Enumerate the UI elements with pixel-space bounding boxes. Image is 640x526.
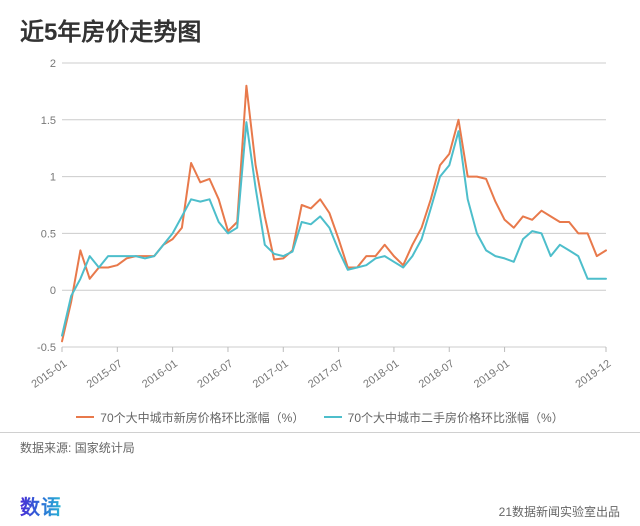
svg-text:2015-07: 2015-07 [85,358,125,391]
svg-text:2018-01: 2018-01 [361,358,401,391]
footer: 数语 21数据新闻实验室出品 [0,491,640,520]
legend-swatch-2 [324,416,342,418]
legend-label-2: 70个大中城市二手房价格环比涨幅（%） [348,409,564,426]
svg-text:2019-12: 2019-12 [573,358,613,391]
svg-text:2016-01: 2016-01 [140,358,180,391]
line-chart-svg: -0.5 0 0.5 1 1.5 2 2015-01 2015-07 2016-01 2016-0… [20,53,620,403]
legend-label-1: 70个大中城市新房价格环比涨幅（%） [100,409,304,426]
svg-text:2018-07: 2018-07 [417,358,457,391]
legend-swatch-1 [76,416,94,418]
legend-item-series2: 70个大中城市二手房价格环比涨幅（%） [324,409,564,426]
credit-text: 21数据新闻实验室出品 [499,503,620,520]
legend: 70个大中城市新房价格环比涨幅（%） 70个大中城市二手房价格环比涨幅（%） [0,403,640,432]
svg-text:1.5: 1.5 [41,115,56,127]
svg-text:-0.5: -0.5 [37,342,56,354]
svg-text:2019-01: 2019-01 [472,358,512,391]
svg-text:2017-01: 2017-01 [251,358,291,391]
chart-area: -0.5 0 0.5 1 1.5 2 2015-01 2015-07 2016-01 2016-0… [20,53,620,403]
svg-text:0.5: 0.5 [41,228,56,240]
svg-text:2: 2 [50,58,56,70]
svg-text:2016-07: 2016-07 [195,358,235,391]
source-label: 数据来源: [20,441,71,455]
brand-logo: 数语 [20,491,62,520]
source-row: 数据来源: 国家统计局 [0,432,640,460]
svg-text:2017-07: 2017-07 [306,358,346,391]
svg-text:0: 0 [50,285,56,297]
chart-title: 近5年房价走势图 [0,0,640,53]
svg-text:1: 1 [50,172,56,184]
source-value: 国家统计局 [75,441,135,455]
legend-item-series1: 70个大中城市新房价格环比涨幅（%） [76,409,304,426]
svg-text:2015-01: 2015-01 [29,358,69,391]
